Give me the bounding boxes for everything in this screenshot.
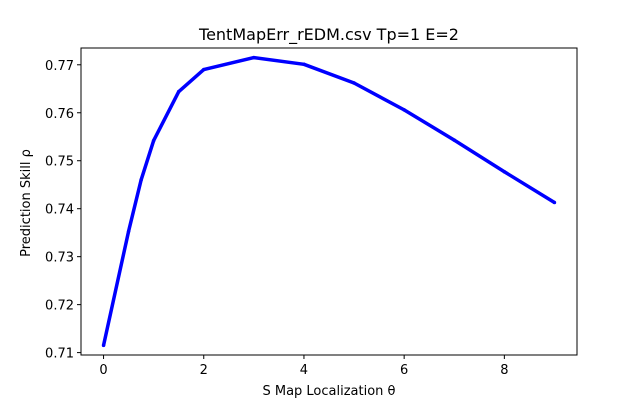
y-tick-label: 0.72 [45,299,74,314]
x-axis-label: S Map Localization θ [262,384,395,399]
x-tick-label: 8 [500,363,508,378]
data-point [176,89,181,94]
plot-frame [80,47,578,356]
data-point [552,200,557,205]
data-point [151,138,156,143]
series-layer [101,55,557,348]
data-point [252,55,256,60]
x-tick-label: 0 [99,363,107,378]
y-tick-label: 0.76 [45,107,74,122]
data-point [126,229,131,233]
data-point [101,343,106,348]
x-tick-label: 4 [300,363,308,378]
y-tick-label: 0.73 [45,251,74,266]
axes: 0 2 4 6 8 0.71 0.72 0.73 0.74 0.75 0.76 0.77 [45,47,578,378]
data-point [302,62,306,67]
data-point [201,67,206,72]
y-tick-label: 0.77 [45,59,74,74]
y-tick-label: 0.71 [45,347,74,362]
y-tick-label: 0.74 [45,203,74,218]
x-tick-label: 2 [200,363,208,378]
y-tick-label: 0.75 [45,155,74,170]
data-point [352,81,356,85]
x-tick-label: 6 [400,363,408,378]
y-axis-label: Prediction Skill ρ [19,149,34,257]
series-line [101,55,556,346]
data-point [139,178,143,182]
data-point [452,138,457,142]
chart-title: TentMapErr_rEDM.csv Tp=1 E=2 [198,25,459,45]
data-point [502,170,507,174]
data-point [402,108,406,112]
